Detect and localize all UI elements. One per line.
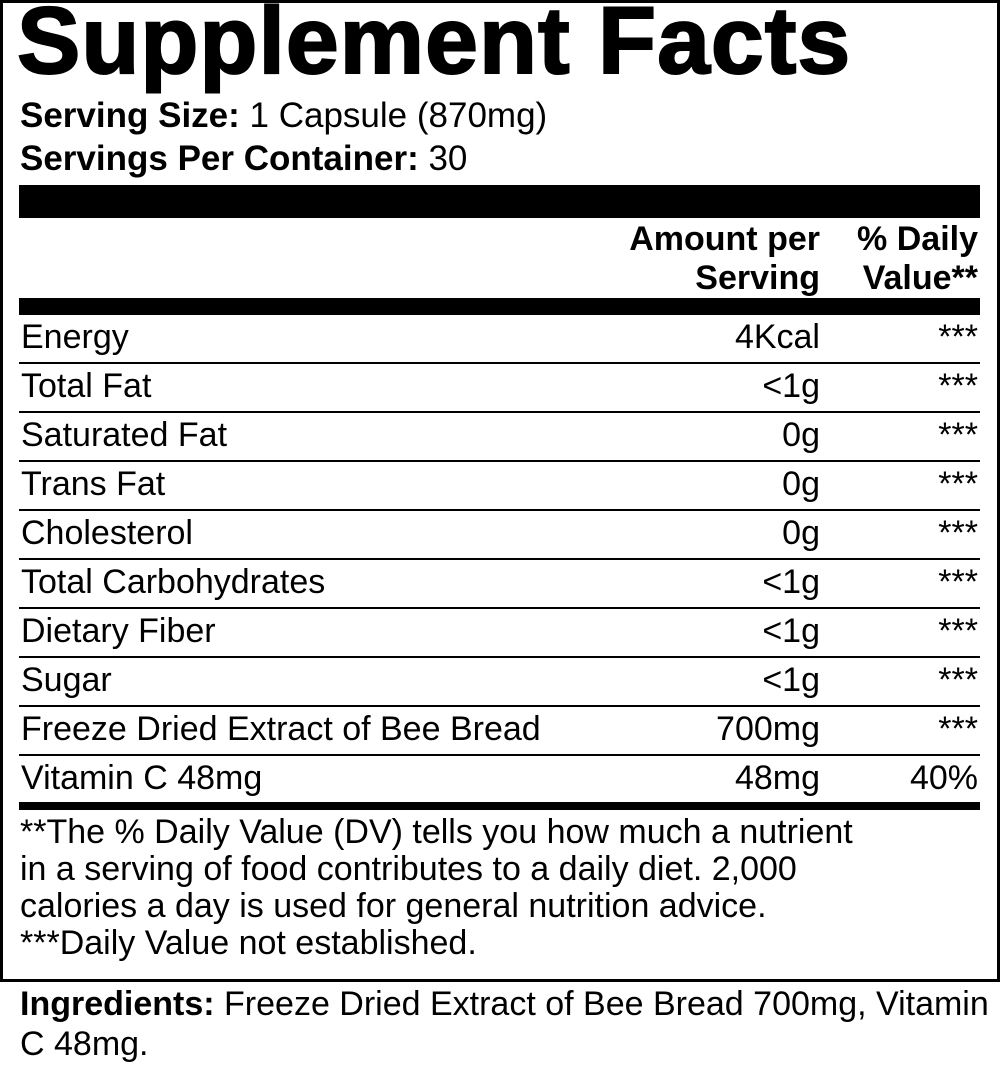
nutrient-daily-value: *** (938, 465, 978, 503)
serving-size-label: Serving Size: (20, 96, 240, 135)
table-row: Saturated Fat 0g *** (19, 413, 980, 462)
ingredients-value: Freeze Dried Extract of Bee Bread 700mg,… (20, 985, 989, 1063)
nutrient-name: Dietary Fiber (21, 612, 216, 650)
thick-divider (19, 298, 980, 315)
servings-per-container-label: Servings Per Container: (20, 139, 419, 178)
nutrient-daily-value: *** (938, 563, 978, 601)
nutrient-daily-value: *** (938, 514, 978, 552)
table-row: Sugar <1g *** (19, 658, 980, 707)
nutrient-amount: 0g (782, 465, 820, 503)
nutrient-amount: 0g (782, 514, 820, 552)
nutrient-daily-value: *** (938, 367, 978, 405)
footnote-line: **The % Daily Value (DV) tells you how m… (20, 813, 853, 851)
serving-size-value: 1 Capsule (870mg) (249, 96, 548, 135)
nutrient-name: Total Fat (21, 367, 152, 405)
nutrient-name: Vitamin C 48mg (21, 759, 263, 797)
table-row: Total Carbohydrates <1g *** (19, 560, 980, 609)
nutrient-daily-value: 40% (909, 759, 978, 797)
header-line: % Daily (857, 220, 978, 258)
footnote-line: ***Daily Value not established. (20, 924, 477, 962)
amount-per-serving-header: Amount per Serving (629, 220, 820, 298)
nutrient-name: Trans Fat (21, 465, 166, 503)
serving-size: Serving Size: 1 Capsule (870mg) (20, 96, 547, 136)
ingredients-label: Ingredients: (20, 985, 215, 1023)
nutrient-name: Sugar (21, 661, 112, 699)
panel-title: Supplement Facts (16, 0, 852, 95)
nutrient-daily-value: *** (938, 416, 978, 454)
table-row: Cholesterol 0g *** (19, 511, 980, 560)
header-line: Value** (862, 259, 978, 297)
servings-per-container: Servings Per Container: 30 (20, 139, 467, 179)
table-row: Freeze Dried Extract of Bee Bread 700mg **… (19, 707, 980, 756)
table-row: Dietary Fiber <1g *** (19, 609, 980, 658)
table-row: Total Fat <1g *** (19, 364, 980, 413)
nutrient-amount: <1g (762, 661, 820, 699)
thick-divider (19, 185, 980, 218)
nutrient-amount: 48mg (734, 759, 820, 797)
ingredients: Ingredients: Freeze Dried Extract of Bee… (20, 984, 990, 1064)
nutrient-amount: 700mg (716, 710, 820, 748)
nutrient-name: Total Carbohydrates (21, 563, 326, 601)
thick-divider (19, 802, 980, 810)
nutrient-name: Freeze Dried Extract of Bee Bread (21, 710, 541, 748)
footnote-line: calories a day is used for general nutri… (20, 887, 767, 925)
nutrient-amount: <1g (762, 612, 820, 650)
nutrient-name: Energy (21, 318, 129, 356)
nutrient-daily-value: *** (938, 710, 978, 748)
servings-per-container-value: 30 (428, 139, 468, 178)
supplement-facts-panel (0, 0, 1000, 982)
nutrient-daily-value: *** (938, 612, 978, 650)
daily-value-header: % Daily Value** (857, 220, 978, 298)
header-line: Amount per (629, 220, 820, 258)
nutrient-name: Cholesterol (21, 514, 193, 552)
nutrient-amount: <1g (762, 367, 820, 405)
footnotes: **The % Daily Value (DV) tells you how m… (20, 814, 980, 962)
table-row: Vitamin C 48mg 48mg 40% (19, 756, 980, 803)
footnote-line: in a serving of food contributes to a da… (20, 850, 797, 888)
header-line: Serving (695, 259, 820, 297)
table-row: Trans Fat 0g *** (19, 462, 980, 511)
nutrient-amount: 4Kcal (734, 318, 820, 356)
nutrient-daily-value: *** (938, 318, 978, 356)
nutrient-daily-value: *** (938, 661, 978, 699)
nutrient-amount: 0g (782, 416, 820, 454)
nutrient-amount: <1g (762, 563, 820, 601)
nutrient-name: Saturated Fat (21, 416, 228, 454)
table-row: Energy 4Kcal *** (19, 315, 980, 364)
